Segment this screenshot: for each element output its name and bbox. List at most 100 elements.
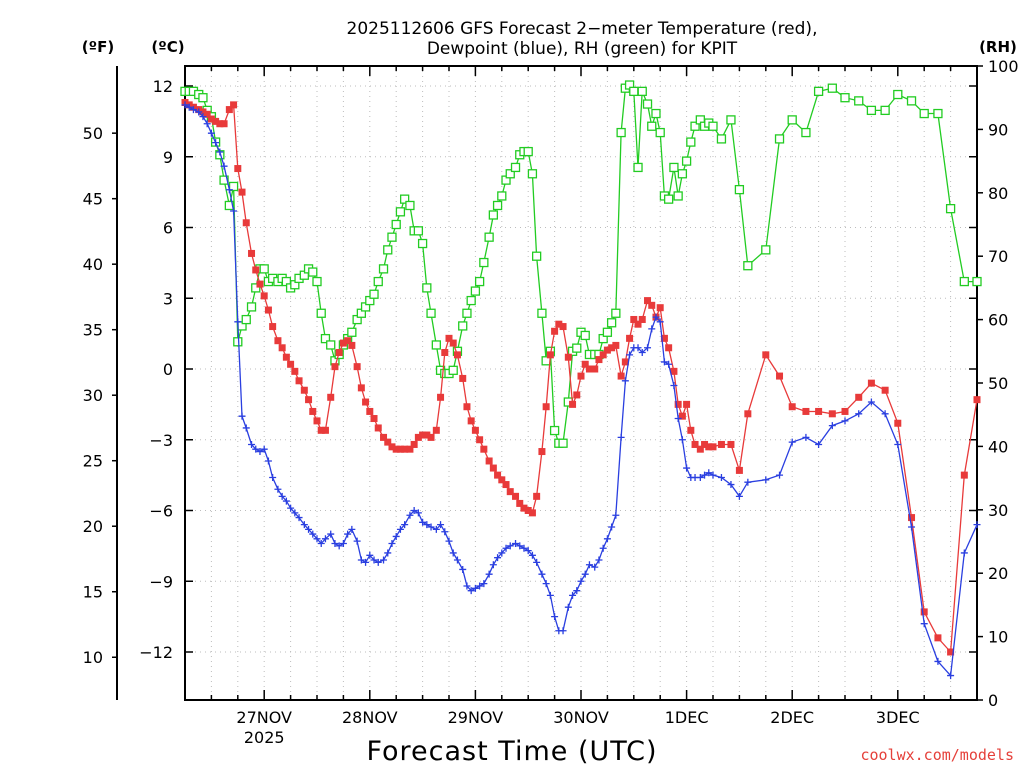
temperature-point	[494, 471, 502, 479]
rh-point	[505, 169, 515, 179]
dewpoint-point	[453, 556, 461, 564]
dewpoint-point	[705, 469, 713, 477]
dewpoint-point	[269, 473, 277, 481]
rh-point	[774, 134, 785, 144]
temperature-point	[528, 509, 536, 517]
temperature-point	[894, 419, 902, 427]
temperature-point	[220, 120, 228, 128]
rh-point	[866, 105, 877, 116]
temperature-point	[384, 438, 392, 446]
temperature-point	[595, 356, 603, 364]
temperature-point	[248, 249, 256, 257]
rh-point	[919, 108, 929, 119]
dewpoint-point	[520, 544, 528, 552]
dewpoint-point	[216, 148, 224, 156]
temperature-point	[973, 396, 981, 404]
rh-point	[488, 210, 499, 220]
rh-point	[426, 308, 436, 318]
rh-point	[726, 115, 736, 125]
dewpoint-point	[441, 528, 449, 536]
dewpoint-point	[762, 476, 770, 484]
rh-point	[558, 438, 568, 448]
rh-point	[616, 127, 626, 138]
temperature-point	[555, 320, 563, 328]
temperature-point	[546, 351, 554, 359]
dewpoint-point	[357, 556, 365, 564]
dewpoint-point	[353, 537, 361, 545]
rh-point	[369, 289, 379, 299]
temperature-point	[701, 440, 709, 448]
rh-point	[312, 276, 322, 287]
temperature-point	[437, 393, 445, 401]
dewpoint-point	[528, 551, 536, 559]
rh-point	[673, 191, 683, 201]
temperature-point	[459, 374, 467, 382]
celsius-tick-label: 12	[153, 77, 173, 96]
temperature-point	[414, 433, 422, 441]
rh-point	[611, 308, 621, 318]
rh-point	[813, 86, 824, 97]
temperature-point	[212, 117, 220, 125]
fahrenheit-tick-label: 15	[83, 583, 103, 602]
dewpoint-point	[569, 591, 577, 599]
rh-point	[527, 169, 538, 179]
rh-point	[606, 318, 617, 328]
dewpoint-point	[256, 448, 264, 456]
temperature-point	[626, 334, 634, 342]
dewpoint-point	[621, 377, 629, 385]
dewpoint-point	[776, 471, 784, 479]
dewpoint-point	[727, 481, 735, 489]
celsius-tick-label: −9	[149, 572, 173, 591]
temperature-point	[648, 301, 656, 309]
temperature-point	[678, 412, 686, 420]
rh-tick-label: 10	[988, 628, 1008, 647]
temperature-point	[656, 304, 664, 312]
dewpoint-point	[634, 344, 642, 352]
temperature-point	[524, 507, 532, 514]
rh-point	[531, 251, 542, 261]
dewpoint-point	[384, 549, 392, 557]
dewpoint-point	[696, 473, 704, 481]
rh-unit-label: (RH)	[979, 38, 1017, 56]
rh-point	[637, 86, 647, 97]
dewpoint-point	[683, 464, 691, 472]
temperature-point	[802, 407, 810, 415]
temperature-point	[278, 344, 286, 352]
rh-point	[326, 340, 336, 350]
temperature-point	[947, 648, 955, 656]
dewpoint-point	[551, 613, 559, 621]
dewpoint-point	[199, 113, 207, 121]
rh-point	[399, 194, 410, 204]
temperature-point	[841, 407, 849, 415]
rh-tick-label: 0	[988, 691, 998, 710]
dewpoint-point	[512, 540, 520, 548]
dewpoint-point	[502, 544, 510, 552]
temperature-point	[230, 101, 238, 109]
celsius-tick-label: −6	[149, 502, 173, 521]
temperature-point	[423, 431, 431, 439]
rh-point	[893, 89, 903, 100]
dewpoint-point	[559, 627, 567, 635]
temperature-point	[520, 504, 528, 512]
dewpoint-point	[264, 457, 272, 465]
temperature-point	[485, 457, 493, 465]
dewpoint-point	[419, 518, 427, 526]
dewpoint-point	[744, 478, 752, 486]
celsius-tick-label: 3	[163, 289, 173, 308]
rh-point	[246, 302, 257, 312]
temperature-point	[498, 476, 506, 484]
temperature-point	[480, 445, 488, 453]
temperature-point	[683, 400, 691, 408]
rh-point	[395, 207, 406, 217]
rh-point	[629, 86, 639, 97]
rh-point	[647, 121, 657, 131]
dewpoint-point	[459, 565, 467, 573]
dewpoint-point	[546, 591, 554, 599]
temperature-point	[362, 398, 370, 406]
dewpoint-point	[603, 535, 611, 543]
temperature-point	[691, 440, 699, 448]
rh-point	[466, 295, 476, 306]
temperature-point	[291, 367, 299, 375]
temperature-point	[516, 499, 524, 507]
temperature-point	[441, 348, 449, 356]
